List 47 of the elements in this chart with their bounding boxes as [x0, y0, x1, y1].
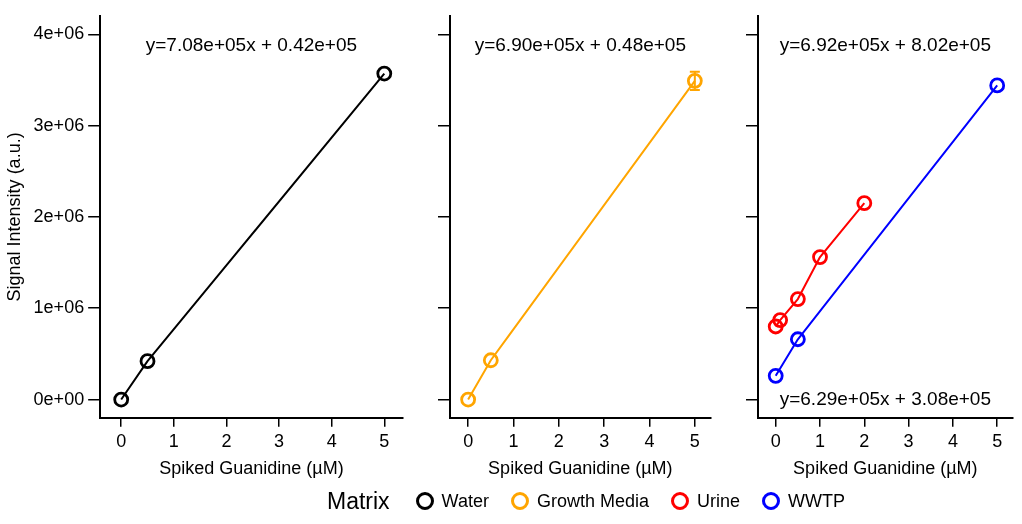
point: [376, 65, 393, 82]
annotation: y=7.08e+05x + 0.42e+05: [145, 34, 358, 56]
legend-label: WWTP: [788, 490, 845, 512]
point: [772, 312, 789, 328]
x-tick-label: 1: [815, 430, 826, 451]
y-tick-label: 1e+06: [33, 297, 85, 318]
x-tick-label: 5: [992, 430, 1003, 451]
x-tick-label: 3: [599, 430, 610, 451]
x-tick-label: 3: [903, 430, 914, 451]
point: [989, 77, 1006, 94]
x-axis-title: Spiked Guanidine (µM): [793, 458, 978, 479]
x-tick-label: 1: [508, 430, 519, 451]
x-tick-label: 1: [168, 430, 179, 451]
point: [856, 195, 873, 212]
legend-label: Growth Media: [536, 490, 649, 512]
y-axis-title: Signal Intensity (a.u.): [3, 132, 24, 302]
legend-label: Water: [441, 490, 489, 512]
point: [789, 291, 806, 307]
x-tick-label: 3: [274, 430, 285, 451]
x-tick-label: 0: [463, 430, 474, 451]
annotation: y=6.92e+05x + 8.02e+05: [779, 34, 992, 56]
legend-label: Urine: [697, 490, 741, 512]
point: [812, 249, 828, 265]
annotation: y=6.29e+05x + 3.08e+05: [779, 388, 992, 410]
x-tick-label: 4: [947, 430, 958, 451]
point: [113, 391, 130, 408]
point: [767, 318, 784, 335]
legend-title: Matrix: [326, 487, 390, 515]
x-tick-label: 4: [644, 430, 655, 451]
x-tick-label: 0: [116, 430, 127, 451]
x-tick-label: 2: [553, 430, 564, 451]
x-axis-title: Spiked Guanidine (µM): [488, 458, 673, 479]
x-tick-label: 2: [221, 430, 232, 451]
annotation: y=6.90e+05x + 0.48e+05: [474, 34, 687, 56]
point: [789, 331, 806, 348]
y-tick-label: 0e+00: [33, 388, 85, 409]
x-axis-title: Spiked Guanidine (µM): [159, 458, 344, 479]
point: [139, 353, 156, 370]
x-tick-label: 5: [689, 430, 700, 451]
x-tick-label: 0: [770, 430, 781, 451]
y-tick-label: 2e+06: [33, 205, 85, 226]
x-tick-label: 5: [379, 430, 390, 451]
y-tick-label: 4e+06: [33, 23, 85, 44]
y-tick-label: 3e+06: [33, 114, 85, 135]
x-tick-label: 4: [326, 430, 337, 451]
x-tick-label: 2: [859, 430, 870, 451]
point: [767, 367, 784, 384]
